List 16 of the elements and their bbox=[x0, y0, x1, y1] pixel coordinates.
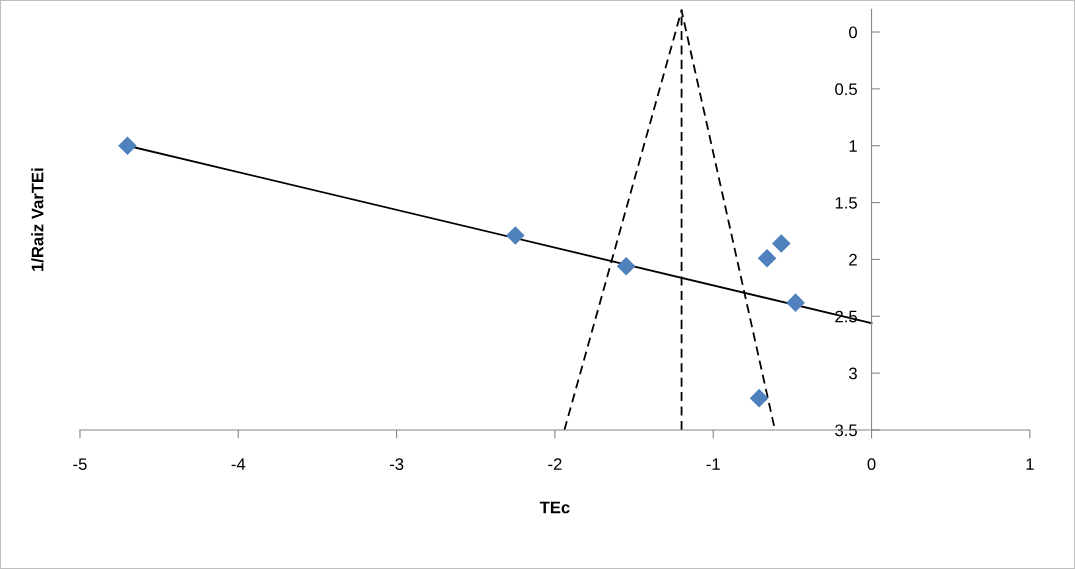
y-tick-label: 2 bbox=[849, 253, 857, 266]
x-tick-label: 0 bbox=[867, 458, 876, 471]
y-tick-label: 0 bbox=[849, 26, 857, 39]
y-tick-label: 0.5 bbox=[835, 83, 857, 96]
x-axis-title: TEc bbox=[539, 501, 570, 514]
x-tick-label: -1 bbox=[706, 458, 720, 470]
x-tick-label: -4 bbox=[231, 458, 246, 470]
x-tick-label: -3 bbox=[389, 458, 404, 471]
y-tick-label: 3 bbox=[849, 367, 857, 380]
y-tick-label: 1 bbox=[849, 140, 857, 152]
x-tick-label: 1 bbox=[1026, 458, 1034, 470]
x-tick-label: -2 bbox=[548, 458, 562, 470]
y-axis-title: 1/Raiz VarTEi bbox=[31, 168, 44, 271]
x-tick-label: -5 bbox=[73, 458, 87, 471]
y-tick-label: 1.5 bbox=[835, 197, 857, 209]
y-tick-label: 3.5 bbox=[835, 424, 857, 437]
